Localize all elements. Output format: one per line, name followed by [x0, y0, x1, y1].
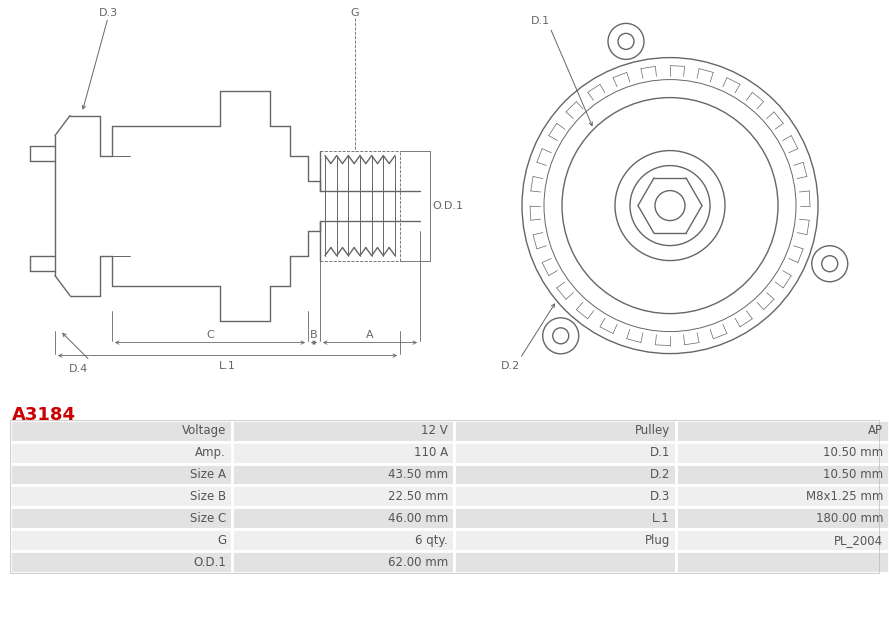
Bar: [454, 442, 676, 464]
Bar: [232, 442, 454, 464]
Text: Size A: Size A: [190, 468, 226, 481]
Bar: [454, 420, 676, 442]
Bar: [676, 530, 889, 551]
Bar: [454, 485, 676, 507]
Bar: [10, 420, 879, 573]
Bar: [10, 485, 232, 507]
Bar: [10, 420, 232, 442]
Text: D.3: D.3: [650, 490, 670, 503]
Text: L.1: L.1: [653, 512, 670, 525]
Bar: [10, 464, 232, 485]
Text: Amp.: Amp.: [196, 446, 226, 459]
Text: 10.50 mm: 10.50 mm: [823, 446, 883, 459]
Text: D.4: D.4: [68, 364, 88, 374]
Text: PL_2004: PL_2004: [834, 534, 883, 547]
Text: D.1: D.1: [531, 16, 549, 26]
Text: B: B: [310, 330, 317, 340]
Text: Size C: Size C: [189, 512, 226, 525]
Text: 10.50 mm: 10.50 mm: [823, 468, 883, 481]
Bar: [454, 551, 676, 573]
Text: Size B: Size B: [190, 490, 226, 503]
Text: 110 A: 110 A: [414, 446, 448, 459]
Bar: [232, 485, 454, 507]
Text: O.D.1: O.D.1: [432, 201, 463, 211]
Bar: [10, 530, 232, 551]
Text: 12 V: 12 V: [421, 424, 448, 437]
Text: M8x1.25 mm: M8x1.25 mm: [805, 490, 883, 503]
Bar: [676, 485, 889, 507]
Text: Plug: Plug: [645, 534, 670, 547]
Bar: [10, 507, 232, 530]
Text: 46.00 mm: 46.00 mm: [388, 512, 448, 525]
Bar: [454, 507, 676, 530]
Bar: [232, 420, 454, 442]
Bar: [232, 507, 454, 530]
Bar: [454, 530, 676, 551]
Bar: [676, 551, 889, 573]
Text: Pulley: Pulley: [635, 424, 670, 437]
Bar: [676, 507, 889, 530]
Text: 6 qty.: 6 qty.: [415, 534, 448, 547]
Text: O.D.1: O.D.1: [193, 556, 226, 569]
Text: D.2: D.2: [501, 361, 520, 371]
Bar: [454, 464, 676, 485]
Text: 180.00 mm: 180.00 mm: [815, 512, 883, 525]
Text: C: C: [206, 330, 214, 340]
Text: A3184: A3184: [12, 406, 76, 424]
Text: D.2: D.2: [650, 468, 670, 481]
Text: A: A: [366, 330, 373, 340]
Text: G: G: [217, 534, 226, 547]
Text: 62.00 mm: 62.00 mm: [388, 556, 448, 569]
Bar: [232, 551, 454, 573]
Bar: [676, 464, 889, 485]
Text: Voltage: Voltage: [181, 424, 226, 437]
Text: AP: AP: [868, 424, 883, 437]
Text: 22.50 mm: 22.50 mm: [388, 490, 448, 503]
Text: G: G: [350, 7, 359, 17]
Text: D.3: D.3: [99, 7, 117, 17]
Bar: [10, 551, 232, 573]
Text: 43.50 mm: 43.50 mm: [388, 468, 448, 481]
Bar: [232, 530, 454, 551]
Bar: [676, 442, 889, 464]
Text: D.1: D.1: [650, 446, 670, 459]
Bar: [676, 420, 889, 442]
Bar: [232, 464, 454, 485]
Text: L.1: L.1: [219, 361, 236, 371]
Bar: [10, 442, 232, 464]
